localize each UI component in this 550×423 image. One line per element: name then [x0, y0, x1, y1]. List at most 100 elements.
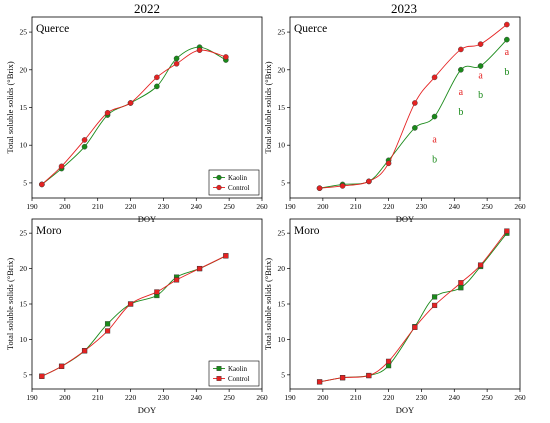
- y-tick-label: 25: [278, 28, 286, 37]
- y-tick-label: 5: [23, 178, 27, 187]
- data-point-control: [366, 178, 372, 185]
- data-point-control: [58, 163, 65, 170]
- y-axis-title: Total soluble solids (°Brix): [263, 61, 273, 153]
- data-point-control: [366, 372, 372, 379]
- x-tick-label: 240: [191, 202, 203, 211]
- data-point-control: [173, 277, 180, 283]
- y-tick-label: 25: [20, 28, 28, 37]
- y-tick-label: 20: [20, 264, 28, 273]
- data-point-control: [39, 181, 45, 188]
- legend-marker-control: [216, 184, 222, 191]
- legend: Kaolin Control: [208, 169, 260, 196]
- y-tick-label: 5: [281, 370, 285, 379]
- panel-label: Moro: [36, 225, 62, 237]
- legend-marker-kaolin: [216, 174, 222, 181]
- significance-letter: b: [504, 67, 509, 78]
- data-point-control: [104, 328, 111, 334]
- x-tick-label: 230: [416, 393, 428, 402]
- data-point-kaolin: [477, 63, 484, 69]
- data-point-control: [458, 280, 464, 286]
- data-point-kaolin: [458, 66, 464, 73]
- y-tick-label: 20: [278, 264, 286, 273]
- x-tick-label: 190: [284, 393, 296, 402]
- y-tick-label: 20: [20, 65, 28, 74]
- data-point-control: [39, 373, 45, 379]
- data-point-control: [81, 137, 88, 143]
- series-line-control: [319, 24, 508, 189]
- legend-label-control: Control: [228, 375, 249, 383]
- data-point-control: [339, 183, 346, 189]
- significance-letter: a: [459, 87, 464, 98]
- legend-marker-kaolin: [216, 366, 222, 371]
- x-tick-label: 250: [224, 393, 236, 402]
- x-tick-label: 240: [449, 393, 461, 402]
- data-point-control: [477, 41, 484, 47]
- panel-label: Querce: [294, 23, 327, 35]
- x-tick-label: 260: [256, 202, 268, 211]
- significance-letter: b: [432, 154, 437, 165]
- y-tick-label: 10: [20, 335, 28, 344]
- series-line-control: [41, 255, 227, 377]
- chart-m23: 190 200 210 220 230 240 250 260 5 10 15 20 25 DOY Tota…: [263, 218, 526, 415]
- chart-q22: 190 200 210 220 230 240 250 260510152025DOYTota…: [5, 16, 268, 224]
- x-tick-label: 250: [224, 202, 236, 211]
- column-title-2023: 2023: [391, 1, 417, 16]
- data-point-kaolin: [504, 36, 510, 43]
- x-tick-label: 210: [350, 202, 362, 211]
- data-point-control: [223, 54, 229, 60]
- data-point-kaolin: [431, 294, 438, 300]
- data-point-control: [154, 289, 160, 295]
- data-point-kaolin: [173, 55, 180, 62]
- x-tick-label: 260: [514, 202, 526, 211]
- x-tick-label: 210: [350, 393, 362, 402]
- x-tick-label: 190: [284, 202, 296, 211]
- series-line-kaolin: [319, 39, 508, 189]
- data-point-kaolin: [458, 285, 464, 291]
- data-point-control: [504, 228, 510, 234]
- y-axis-title: Total soluble solids (°Brix): [5, 258, 15, 350]
- legend-label-control: Control: [228, 184, 249, 192]
- data-point-control: [339, 375, 346, 381]
- data-point-kaolin: [81, 143, 88, 150]
- x-tick-label: 210: [92, 202, 104, 211]
- data-point-control: [412, 324, 418, 330]
- data-point-control: [127, 100, 134, 106]
- x-tick-label: 250: [482, 393, 494, 402]
- legend-box: [208, 169, 260, 196]
- y-axis-title: Total soluble solids (°Brix): [263, 258, 273, 350]
- legend-label-kaolin: Kaolin: [228, 365, 248, 373]
- x-tick-label: 220: [125, 393, 137, 402]
- data-point-control: [458, 46, 464, 53]
- y-tick-label: 10: [278, 141, 286, 150]
- x-tick-label: 200: [59, 202, 71, 211]
- data-point-kaolin: [412, 125, 418, 131]
- data-point-control: [173, 60, 180, 67]
- x-tick-label: 230: [416, 202, 428, 211]
- data-point-control: [104, 109, 111, 116]
- column-title-2022: 2022: [134, 1, 160, 16]
- data-point-kaolin: [154, 83, 160, 90]
- y-tick-label: 15: [20, 103, 28, 112]
- x-tick-label: 210: [92, 393, 104, 402]
- data-point-control: [316, 185, 323, 191]
- series-line-kaolin: [41, 255, 227, 377]
- significance-letter: b: [478, 90, 483, 101]
- plot-frame: [289, 218, 521, 390]
- y-tick-label: 10: [20, 141, 28, 150]
- y-tick-label: 5: [23, 370, 27, 379]
- x-tick-label: 200: [59, 393, 71, 402]
- data-point-control: [385, 160, 392, 167]
- y-tick-label: 10: [278, 335, 286, 344]
- chart-m22: 190 200 210 220 230 240 250 260 5 10 15 20 25 DOY Tota…: [5, 218, 268, 415]
- y-tick-label: 20: [278, 65, 286, 74]
- series-line-control: [319, 230, 508, 383]
- data-point-control: [431, 302, 438, 309]
- legend: Kaolin Control: [208, 360, 260, 387]
- y-tick-label: 15: [278, 300, 286, 309]
- data-point-control: [58, 363, 65, 369]
- y-axis-title: Total soluble solids (°Brix): [5, 61, 15, 153]
- series-line-kaolin: [41, 46, 227, 185]
- data-point-kaolin: [104, 321, 111, 327]
- x-tick-label: 200: [317, 393, 329, 402]
- x-tick-label: 260: [514, 393, 526, 402]
